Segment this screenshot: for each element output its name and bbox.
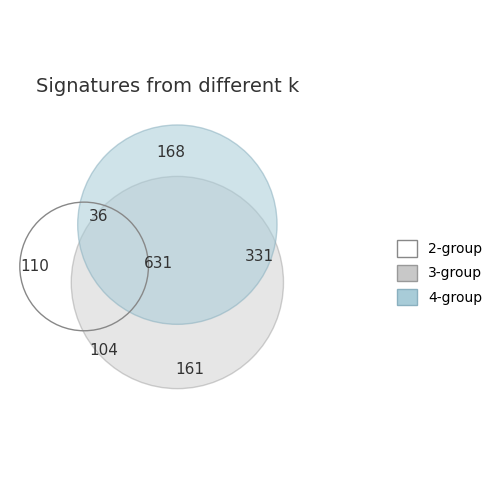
Legend: 2-group, 3-group, 4-group: 2-group, 3-group, 4-group <box>393 236 486 309</box>
Text: 104: 104 <box>89 343 118 357</box>
Text: 631: 631 <box>144 256 173 271</box>
Text: 168: 168 <box>156 145 185 160</box>
Text: 110: 110 <box>20 259 49 274</box>
Circle shape <box>71 176 283 389</box>
Title: Signatures from different k: Signatures from different k <box>36 77 299 96</box>
Text: 161: 161 <box>176 362 205 377</box>
Text: 331: 331 <box>245 249 274 264</box>
Text: 36: 36 <box>89 209 108 224</box>
Circle shape <box>78 125 277 325</box>
